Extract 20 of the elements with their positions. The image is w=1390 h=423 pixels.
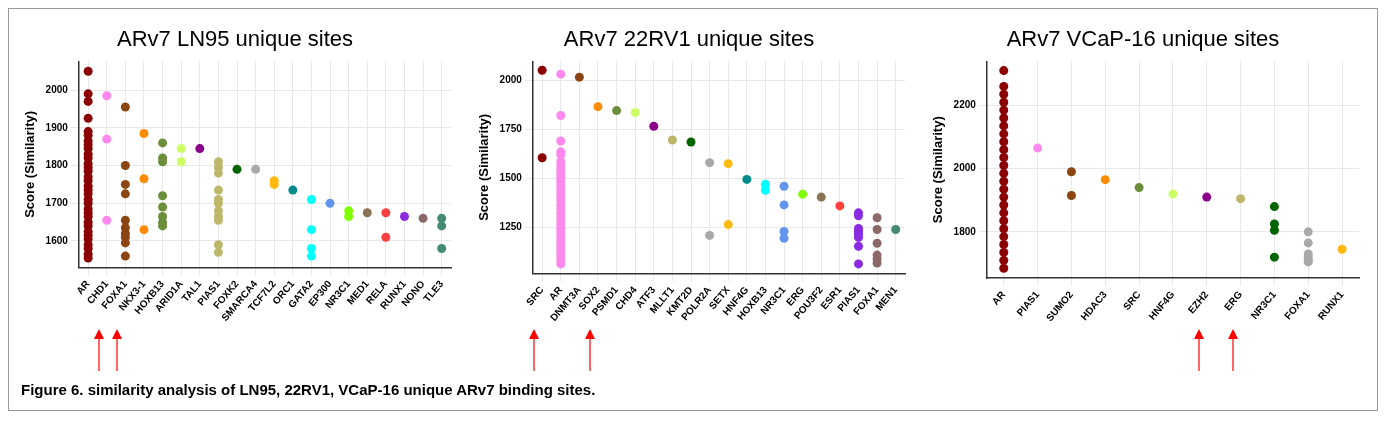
y-tick-label: 2200 [953,99,977,111]
y-tick-label: 1750 [499,122,523,134]
y-tick-label: 1700 [45,197,69,209]
y-tick-label: 1800 [45,159,69,171]
chart-title: ARv7 22RV1 unique sites [563,26,815,52]
y-tick-label: 1250 [499,221,523,233]
y-tick-label: 1600 [45,234,69,246]
y-tick-label: 2000 [953,162,977,174]
y-tick-label: 1800 [953,225,977,237]
x-tick-label: AR [989,288,1008,307]
y-tick-label: 1900 [45,121,69,133]
y-tick-label: 2000 [499,73,523,85]
y-axis-title: Score (Similarity) [476,113,492,221]
y-tick-label: 2000 [45,83,69,95]
y-tick-label: 1500 [499,172,523,184]
chart-title: ARv7 LN95 unique sites [116,26,354,52]
y-axis-title: Score (Similarity) [930,116,946,224]
caption: Figure 6. similarity analysis of LN95, 22RV1, VCaP-16 unique ARv7 binding sites. [21,381,596,398]
chart-title: ARv7 VCaP-16 unique sites [1006,26,1280,52]
y-axis-title: Score (Similarity) [22,110,38,218]
